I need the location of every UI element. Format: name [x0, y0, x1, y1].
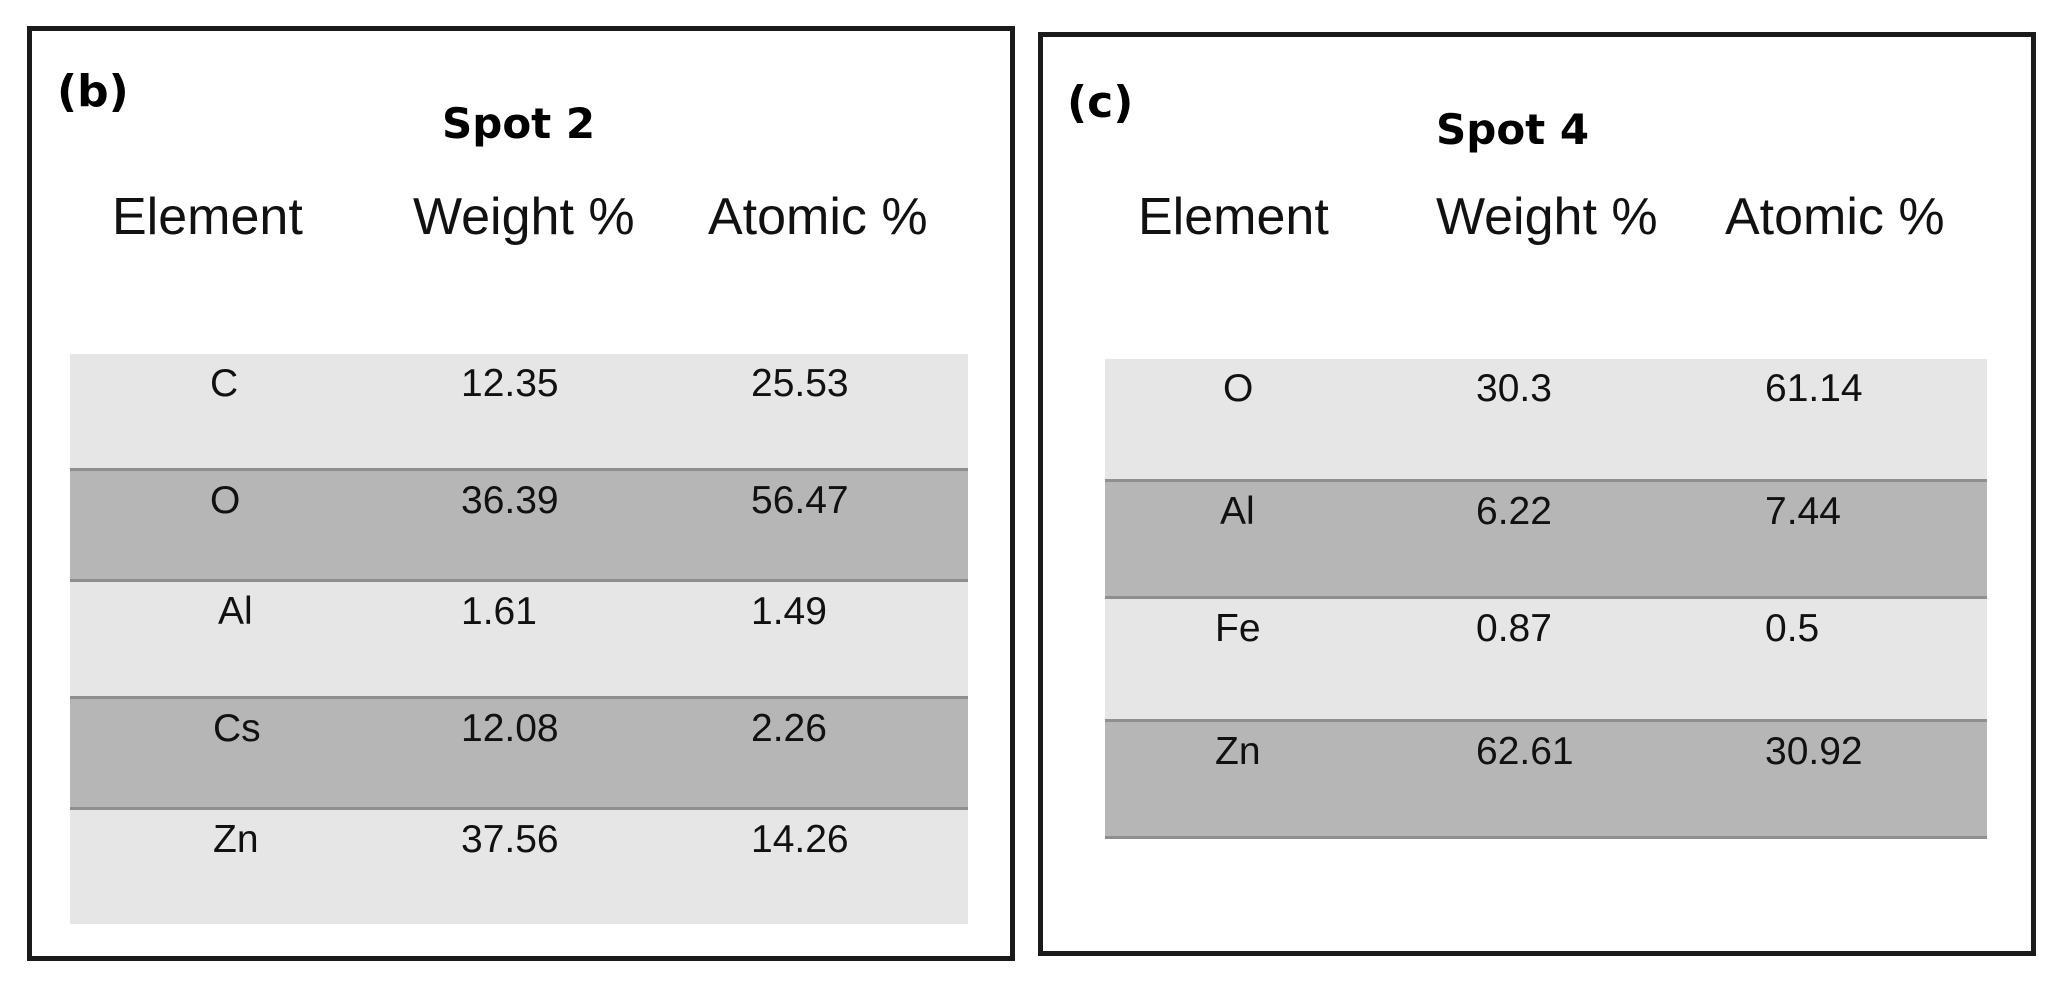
table-title: Spot 4 [1436, 105, 1590, 154]
cell-element: O [210, 479, 241, 522]
cell-atomic: 61.14 [1765, 367, 1863, 410]
cell-element: Fe [1215, 607, 1261, 650]
table-row: Al 6.22 7.44 [1105, 479, 1987, 599]
cell-atomic: 0.5 [1765, 607, 1820, 650]
cell-atomic: 14.26 [751, 818, 849, 861]
table-row: C 12.35 25.53 [70, 354, 968, 468]
cell-element: Al [1220, 490, 1255, 533]
cell-element: C [210, 362, 239, 405]
table-body: C 12.35 25.53 O 36.39 56.47 Al 1.61 1.49… [70, 354, 968, 924]
panel-label: (c) [1067, 77, 1134, 128]
cell-weight: 1.61 [461, 590, 537, 633]
cell-atomic: 30.92 [1765, 730, 1863, 773]
cell-element: Cs [213, 707, 261, 750]
cell-weight: 6.22 [1476, 490, 1552, 533]
column-header-element: Element [112, 188, 303, 246]
cell-atomic: 1.49 [751, 590, 827, 633]
panel-b: (b) Spot 2 Element Weight % Atomic % C 1… [27, 26, 1015, 961]
table-row: Fe 0.87 0.5 [1105, 599, 1987, 719]
table-row: O 30.3 61.14 [1105, 359, 1987, 479]
table-row: Al 1.61 1.49 [70, 582, 968, 696]
cell-weight: 30.3 [1476, 367, 1552, 410]
cell-atomic: 56.47 [751, 479, 849, 522]
cell-atomic: 25.53 [751, 362, 849, 405]
cell-weight: 0.87 [1476, 607, 1552, 650]
table-row: O 36.39 56.47 [70, 468, 968, 582]
column-header-atomic: Atomic % [1725, 188, 1945, 246]
cell-element: Zn [213, 818, 259, 861]
cell-weight: 62.61 [1476, 730, 1574, 773]
cell-atomic: 7.44 [1765, 490, 1841, 533]
panel-c: (c) Spot 4 Element Weight % Atomic % O 3… [1038, 32, 2036, 956]
panel-label: (b) [57, 66, 129, 117]
cell-atomic: 2.26 [751, 707, 827, 750]
cell-weight: 36.39 [461, 479, 559, 522]
cell-weight: 37.56 [461, 818, 559, 861]
table-row: Zn 62.61 30.92 [1105, 719, 1987, 839]
cell-weight: 12.35 [461, 362, 559, 405]
cell-element: O [1223, 367, 1254, 410]
cell-weight: 12.08 [461, 707, 559, 750]
column-header-weight: Weight % [1436, 188, 1658, 246]
column-header-weight: Weight % [413, 188, 635, 246]
column-header-atomic: Atomic % [708, 188, 928, 246]
cell-element: Zn [1215, 730, 1261, 773]
cell-element: Al [218, 590, 253, 633]
table-body: O 30.3 61.14 Al 6.22 7.44 Fe 0.87 0.5 Zn… [1105, 359, 1987, 839]
table-row: Cs 12.08 2.26 [70, 696, 968, 810]
table-title: Spot 2 [442, 99, 596, 148]
table-row: Zn 37.56 14.26 [70, 810, 968, 924]
column-header-element: Element [1138, 188, 1329, 246]
